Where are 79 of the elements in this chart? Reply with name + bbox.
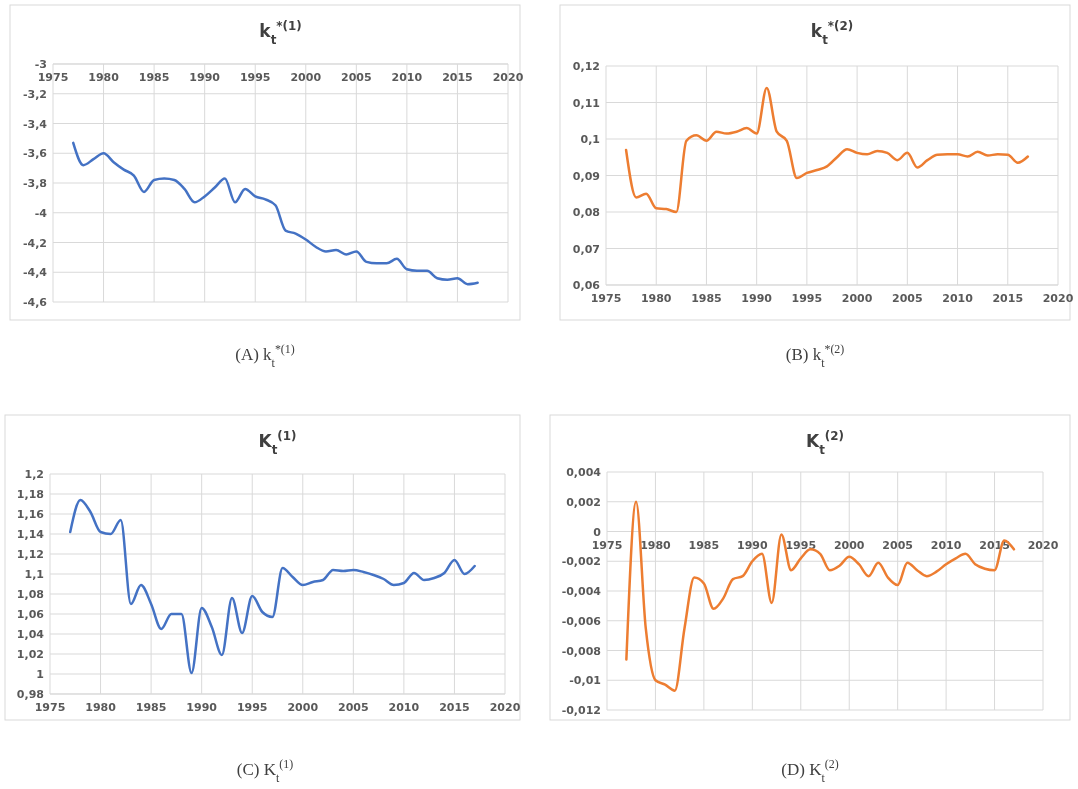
y-tick-label: -0,008	[561, 644, 601, 658]
y-tick-label: -0,012	[561, 704, 601, 717]
line-series	[624, 86, 1030, 214]
y-tick-label: 0,06	[572, 279, 601, 292]
x-tick-label: 2020	[1027, 538, 1059, 552]
x-tick-label: 1985	[688, 538, 720, 552]
x-tick-label: 1985	[135, 701, 167, 714]
x-tick-label: 2020	[489, 701, 521, 714]
x-tick-label: 1975	[37, 71, 69, 84]
x-tick-label: 1980	[85, 701, 117, 714]
x-tick-label: 1975	[591, 538, 623, 552]
x-tick-label: 2005	[892, 292, 923, 305]
y-tick-label: 0,12	[572, 60, 600, 73]
y-tick-label: -4,6	[22, 296, 48, 309]
x-tick-label: 1995	[791, 292, 823, 305]
y-tick-label: 1,02	[16, 648, 44, 661]
x-tick-label: 2000	[287, 701, 319, 714]
x-tick-label: 2015	[992, 292, 1024, 305]
x-tick-label: 2005	[882, 538, 913, 552]
y-tick-label: 1,16	[16, 508, 45, 521]
y-tick-label: -0,006	[561, 614, 602, 628]
y-tick-label: -3,2	[22, 87, 47, 101]
x-tick-label: 1995	[236, 701, 268, 714]
y-tick-label: 1,14	[16, 528, 45, 541]
x-tick-label: 2000	[290, 71, 322, 84]
y-tick-label: 0	[593, 525, 602, 539]
x-tick-label: 2000	[841, 292, 873, 305]
x-tick-label: 1995	[785, 538, 817, 552]
y-tick-label: 0,09	[572, 169, 600, 183]
y-tick-label: -0,01	[569, 674, 601, 688]
y-tick-label: 0,004	[566, 466, 602, 479]
y-tick-label: 1,2	[24, 468, 44, 481]
y-tick-label: 0,11	[572, 96, 600, 110]
x-tick-label: 2015	[442, 71, 473, 84]
line-series	[625, 500, 1016, 692]
y-tick-label: 1,12	[16, 548, 44, 561]
x-tick-label: 2000	[833, 538, 865, 552]
y-tick-label: 0,1	[580, 133, 600, 146]
y-tick-label: -0,002	[561, 555, 601, 569]
x-tick-label: 1995	[239, 71, 271, 84]
x-tick-label: 1990	[737, 538, 768, 552]
x-tick-label: 1990	[186, 701, 218, 714]
x-tick-label: 1985	[138, 71, 170, 84]
y-tick-label: 0,08	[572, 206, 600, 219]
x-tick-label: 1980	[88, 71, 120, 84]
y-tick-label: -3,8	[22, 177, 47, 190]
x-tick-label: 2005	[341, 71, 372, 84]
y-tick-label: -0,004	[561, 585, 602, 598]
x-tick-label: 2010	[930, 538, 962, 552]
x-tick-label: 1985	[691, 292, 722, 305]
x-tick-label: 1975	[590, 292, 622, 305]
y-tick-label: 1,04	[16, 628, 45, 641]
x-tick-label: 2010	[942, 292, 974, 305]
x-tick-label: 1980	[640, 292, 672, 305]
line-series	[71, 141, 479, 286]
y-tick-label: -4,4	[22, 266, 48, 280]
x-tick-label: 2020	[492, 71, 524, 84]
y-tick-label: 0,07	[572, 242, 600, 256]
y-tick-label: 1,08	[16, 588, 44, 601]
y-tick-label: -4	[34, 206, 48, 220]
y-tick-label: -3	[34, 58, 47, 71]
x-tick-label: 2010	[388, 701, 420, 714]
x-tick-label: 1975	[34, 701, 66, 714]
y-tick-label: -3,6	[22, 147, 48, 161]
y-tick-label: 0,002	[566, 495, 601, 509]
y-tick-label: 1,18	[16, 488, 44, 501]
x-tick-label: 1990	[189, 71, 221, 84]
x-tick-label: 2015	[439, 701, 470, 714]
y-tick-label: -4,2	[22, 236, 47, 250]
x-tick-label: 1990	[741, 292, 773, 305]
x-tick-label: 2005	[338, 701, 369, 714]
y-tick-label: 0,98	[16, 688, 44, 701]
line-series	[68, 498, 476, 675]
y-tick-label: 1,1	[24, 568, 44, 581]
x-tick-label: 2010	[391, 71, 423, 84]
y-tick-label: -3,4	[22, 117, 48, 131]
x-tick-label: 2020	[1042, 292, 1074, 305]
y-tick-label: 1,06	[16, 608, 45, 621]
y-tick-label: 1	[36, 668, 44, 681]
